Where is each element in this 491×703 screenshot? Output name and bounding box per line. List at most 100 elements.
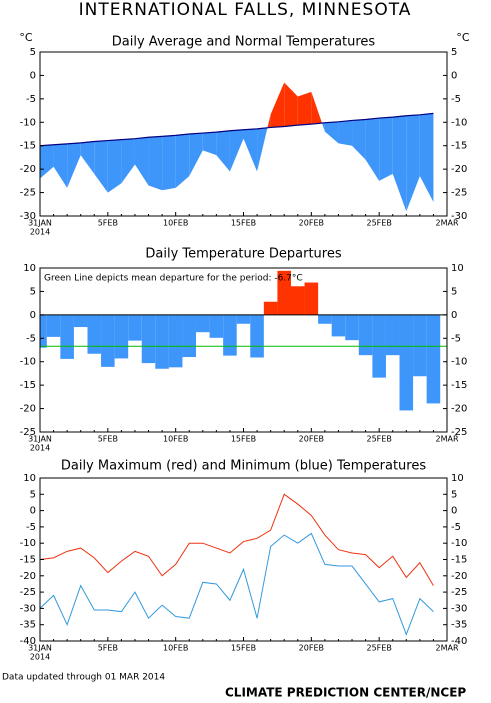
bar [87,314,102,354]
bar [223,314,237,356]
x-tick-label: 31JAN [28,219,52,228]
x-tick-label: 5FEB [98,644,118,653]
y-tick-label: -20 [451,404,467,415]
x-tick-label: 20FEB [299,644,324,653]
plot-frame [39,477,448,642]
y-tick-label: -5 [26,333,36,344]
x-tick-label: 5FEB [98,219,118,228]
x-tick-label: 2MAR [435,219,458,228]
chart-title: Daily Average and Normal Temperatures [112,35,376,50]
bar [128,314,142,341]
x-tick-label: 25FEB [367,644,392,653]
departure-area [148,136,163,191]
y-tick-label: 0 [30,70,36,81]
departure-area [297,91,312,126]
y-tick-label: -5 [451,94,461,105]
y-tick-label: 10 [23,473,36,484]
bar [250,314,264,358]
chart-title: Daily Maximum (red) and Minimum (blue) T… [61,459,426,474]
y-tick-label: -5 [451,333,461,344]
year-label: 2014 [30,444,50,453]
departure-area [379,117,393,181]
departure-area [365,118,380,181]
bar [196,314,210,333]
departure-area [419,113,434,202]
unit-label: °C [19,31,33,44]
bar [385,314,400,356]
bar [413,314,427,377]
chart-title: Daily Temperature Departures [145,247,341,262]
y-tick-label: -20 [451,571,467,582]
departure-area [216,130,230,172]
departure-area [267,114,271,128]
departure-area [257,127,268,172]
departure-area [175,134,190,188]
normal-line [39,112,434,147]
y-tick-label: -25 [20,587,36,598]
y-tick-label: -15 [451,141,467,152]
y-tick-label: -5 [26,522,36,533]
bar [141,314,156,364]
departure-area [53,143,68,188]
y-tick-label: -40 [451,636,467,647]
x-tick-label: 2MAR [435,435,458,444]
departure-area [311,91,322,125]
x-tick-label: 10FEB [163,219,188,228]
bar [155,314,169,369]
y-tick-label: 5 [451,489,457,500]
x-tick-label: 15FEB [231,219,256,228]
bar [426,314,441,404]
footnote: Data updated through 01 MAR 2014 [2,673,165,683]
y-tick-label: -10 [20,357,36,368]
departure-area [352,119,366,160]
bar [236,314,251,324]
departure-area [392,115,407,212]
departure-area [94,140,108,193]
y-tick-label: 0 [451,506,457,517]
departure-area [284,82,298,127]
y-tick-label: -25 [20,188,36,199]
departure-area [134,137,149,186]
y-tick-label: -40 [20,636,36,647]
bar [358,314,373,356]
credit: CLIMATE PREDICTION CENTER/NCEP [225,686,466,700]
bar [101,314,115,367]
bar [277,270,291,315]
y-tick-label: -5 [26,94,36,105]
x-tick-label: 15FEB [231,644,256,653]
y-tick-label: 0 [451,310,457,321]
bar [399,314,414,411]
departure-area [229,129,244,172]
departure-area [40,144,54,179]
bar [290,286,305,315]
year-label: 2014 [30,228,50,237]
y-tick-label: 5 [30,47,36,58]
bar [345,314,359,341]
y-tick-label: 10 [451,473,464,484]
y-tick-label: -10 [20,538,36,549]
bar [114,314,129,359]
x-tick-label: 25FEB [367,435,392,444]
departure-area [202,132,217,156]
x-tick-label: 15FEB [231,435,256,444]
y-tick-label: 10 [451,263,464,274]
y-tick-label: -25 [451,188,467,199]
y-tick-label: -20 [20,571,36,582]
x-tick-label: 5FEB [98,435,118,444]
year-label: 2014 [30,653,50,662]
y-tick-label: 5 [451,47,457,58]
y-tick-label: -15 [20,141,36,152]
departure-area [80,141,95,174]
series-line [39,493,434,586]
bar [331,314,346,337]
bar [182,314,197,358]
y-tick-label: -30 [451,211,467,222]
x-tick-label: 10FEB [163,644,188,653]
x-tick-label: 31JAN [28,644,52,653]
y-tick-label: 0 [30,506,36,517]
y-tick-label: 10 [23,263,36,274]
bar [73,314,88,328]
departure-area [121,138,135,184]
y-tick-label: -20 [20,404,36,415]
